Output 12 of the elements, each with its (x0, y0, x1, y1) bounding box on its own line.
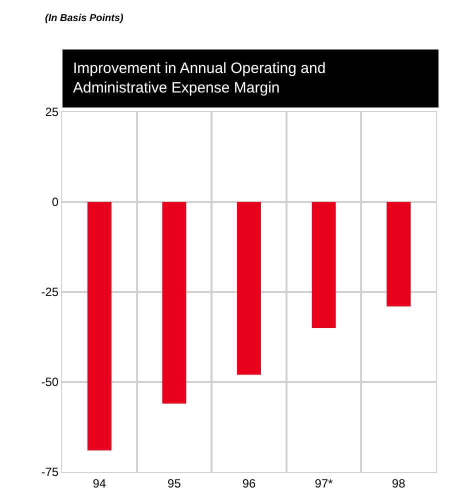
y-tick-label: -75 (41, 465, 59, 480)
x-tick-label: 98 (392, 476, 406, 490)
x-tick-label: 97* (314, 476, 334, 490)
x-tick-label: 94 (92, 476, 106, 490)
chart-title: Improvement in Annual Operating and Administrative Expense Margin (73, 60, 326, 96)
x-tick-label: 95 (168, 476, 182, 490)
y-tick-label: 0 (52, 195, 59, 210)
x-tick-label: 96 (242, 476, 256, 490)
y-tick-label: -50 (41, 375, 59, 390)
y-tick-label: -25 (41, 285, 59, 300)
chart-subtitle: (In Basis Points) (45, 13, 124, 24)
y-tick-label: 25 (45, 105, 59, 120)
